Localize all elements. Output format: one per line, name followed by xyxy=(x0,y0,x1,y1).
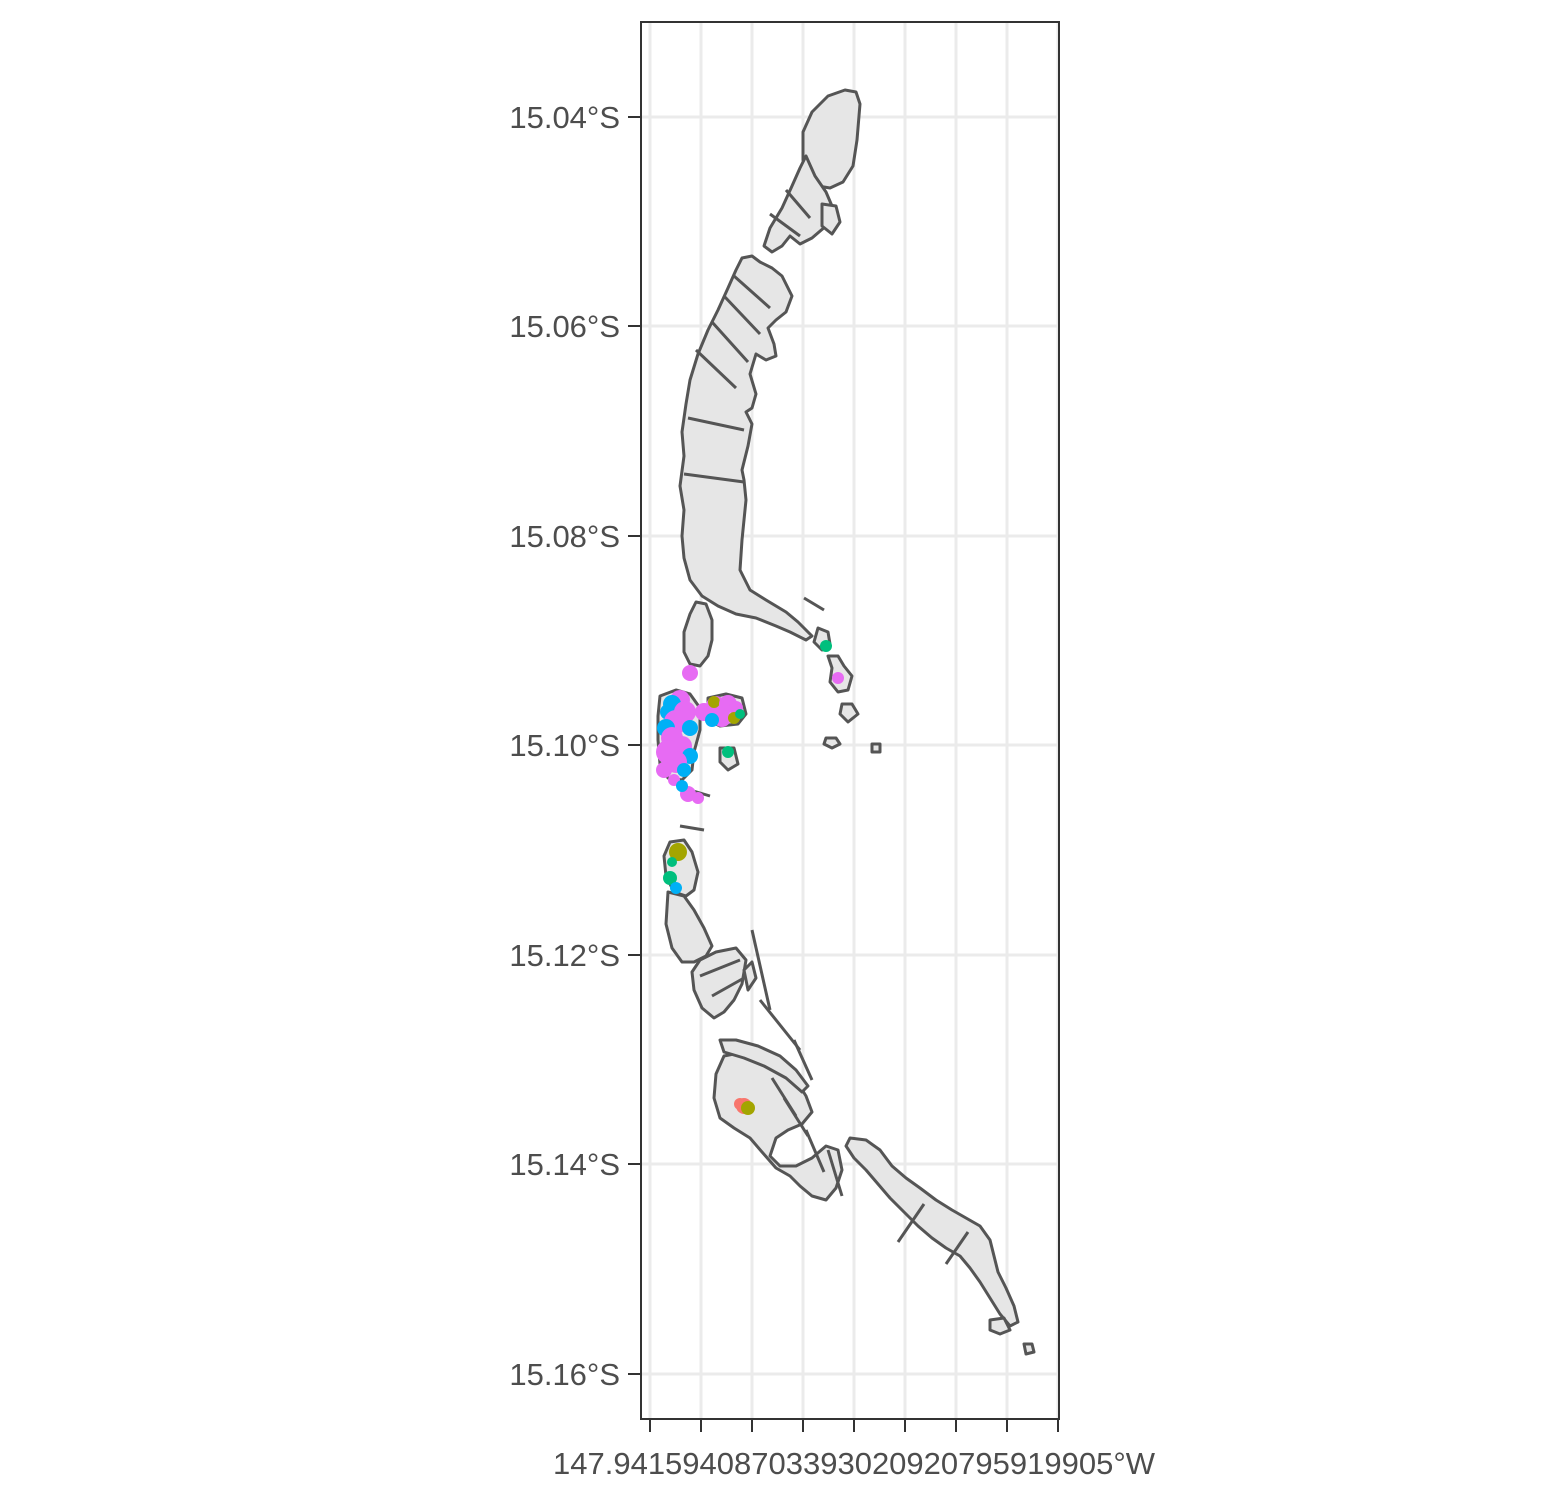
reef-channel xyxy=(733,274,771,310)
survey-point-pink xyxy=(832,672,844,684)
reef-channel xyxy=(803,596,825,612)
survey-point-green xyxy=(735,709,745,719)
north-east-motu xyxy=(820,202,842,236)
survey-point-olive xyxy=(741,1101,755,1115)
survey-point-green xyxy=(663,871,677,885)
y-tick-label: 15.12°S xyxy=(509,938,620,973)
reef-channel xyxy=(710,320,750,364)
survey-point-green xyxy=(722,746,734,758)
central-west-motu xyxy=(682,600,714,668)
reef-channel xyxy=(769,212,801,238)
reef-channel xyxy=(944,1231,970,1265)
southeast-reef-chain xyxy=(844,1136,1020,1328)
east-islet-small xyxy=(822,736,842,750)
survey-point-olive xyxy=(708,696,720,708)
survey-point-green xyxy=(820,640,832,652)
survey-point-pink xyxy=(656,762,672,778)
survey-point-blue xyxy=(682,720,698,736)
x-axis xyxy=(649,1419,1059,1432)
survey-points xyxy=(656,640,844,1115)
reef-channel xyxy=(694,348,738,390)
reef-channel xyxy=(711,976,745,998)
motu-divisions xyxy=(679,189,970,1265)
survey-point-pink xyxy=(692,792,704,804)
reef-channel xyxy=(750,929,772,1011)
panel-border xyxy=(640,21,1060,1420)
survey-point-pink xyxy=(682,665,698,681)
reef-channel xyxy=(782,1097,810,1137)
y-axis: 15.04°S 15.06°S 15.08°S 15.10°S 15.12°S … xyxy=(509,100,641,1392)
survey-point-blue xyxy=(676,780,688,792)
survey-point-blue xyxy=(677,763,691,777)
survey-point-blue xyxy=(670,882,682,894)
reef-channel xyxy=(699,958,741,978)
reef-channel xyxy=(683,472,745,484)
northwest-reef-arc xyxy=(678,254,814,642)
reef-channel xyxy=(687,416,745,432)
southeast-reef-islet xyxy=(1022,1342,1036,1356)
southwest-reef-islet xyxy=(742,960,758,992)
y-tick-label: 15.14°S xyxy=(509,1147,620,1182)
y-tick-label: 15.10°S xyxy=(509,728,620,763)
southwest-reef xyxy=(690,946,748,1020)
y-tick-label: 15.04°S xyxy=(509,100,620,135)
reef-channel xyxy=(826,1149,844,1197)
y-tick-label: 15.08°S xyxy=(509,519,620,554)
reef-channel xyxy=(722,294,762,336)
southeast-reef-islet xyxy=(988,1316,1012,1336)
y-tick-label: 15.06°S xyxy=(509,309,620,344)
reef-channel xyxy=(896,1203,926,1243)
x-tick-labels-overlapping: 147.94159408703393020920795919905°W xyxy=(553,1446,1156,1481)
south-motu-upper xyxy=(718,1038,810,1094)
south-main-motu xyxy=(712,1050,844,1202)
survey-point-green xyxy=(667,857,677,867)
y-tick-label: 15.16°S xyxy=(509,1357,620,1392)
reef-channel xyxy=(792,1039,814,1081)
reef-channel xyxy=(679,824,705,832)
east-reef-islet xyxy=(838,702,860,724)
reef-channel xyxy=(784,189,812,219)
reef-channel xyxy=(804,1129,826,1173)
survey-point-blue xyxy=(705,713,719,727)
survey-point-olive xyxy=(669,843,687,861)
east-tip-islet xyxy=(870,742,882,754)
